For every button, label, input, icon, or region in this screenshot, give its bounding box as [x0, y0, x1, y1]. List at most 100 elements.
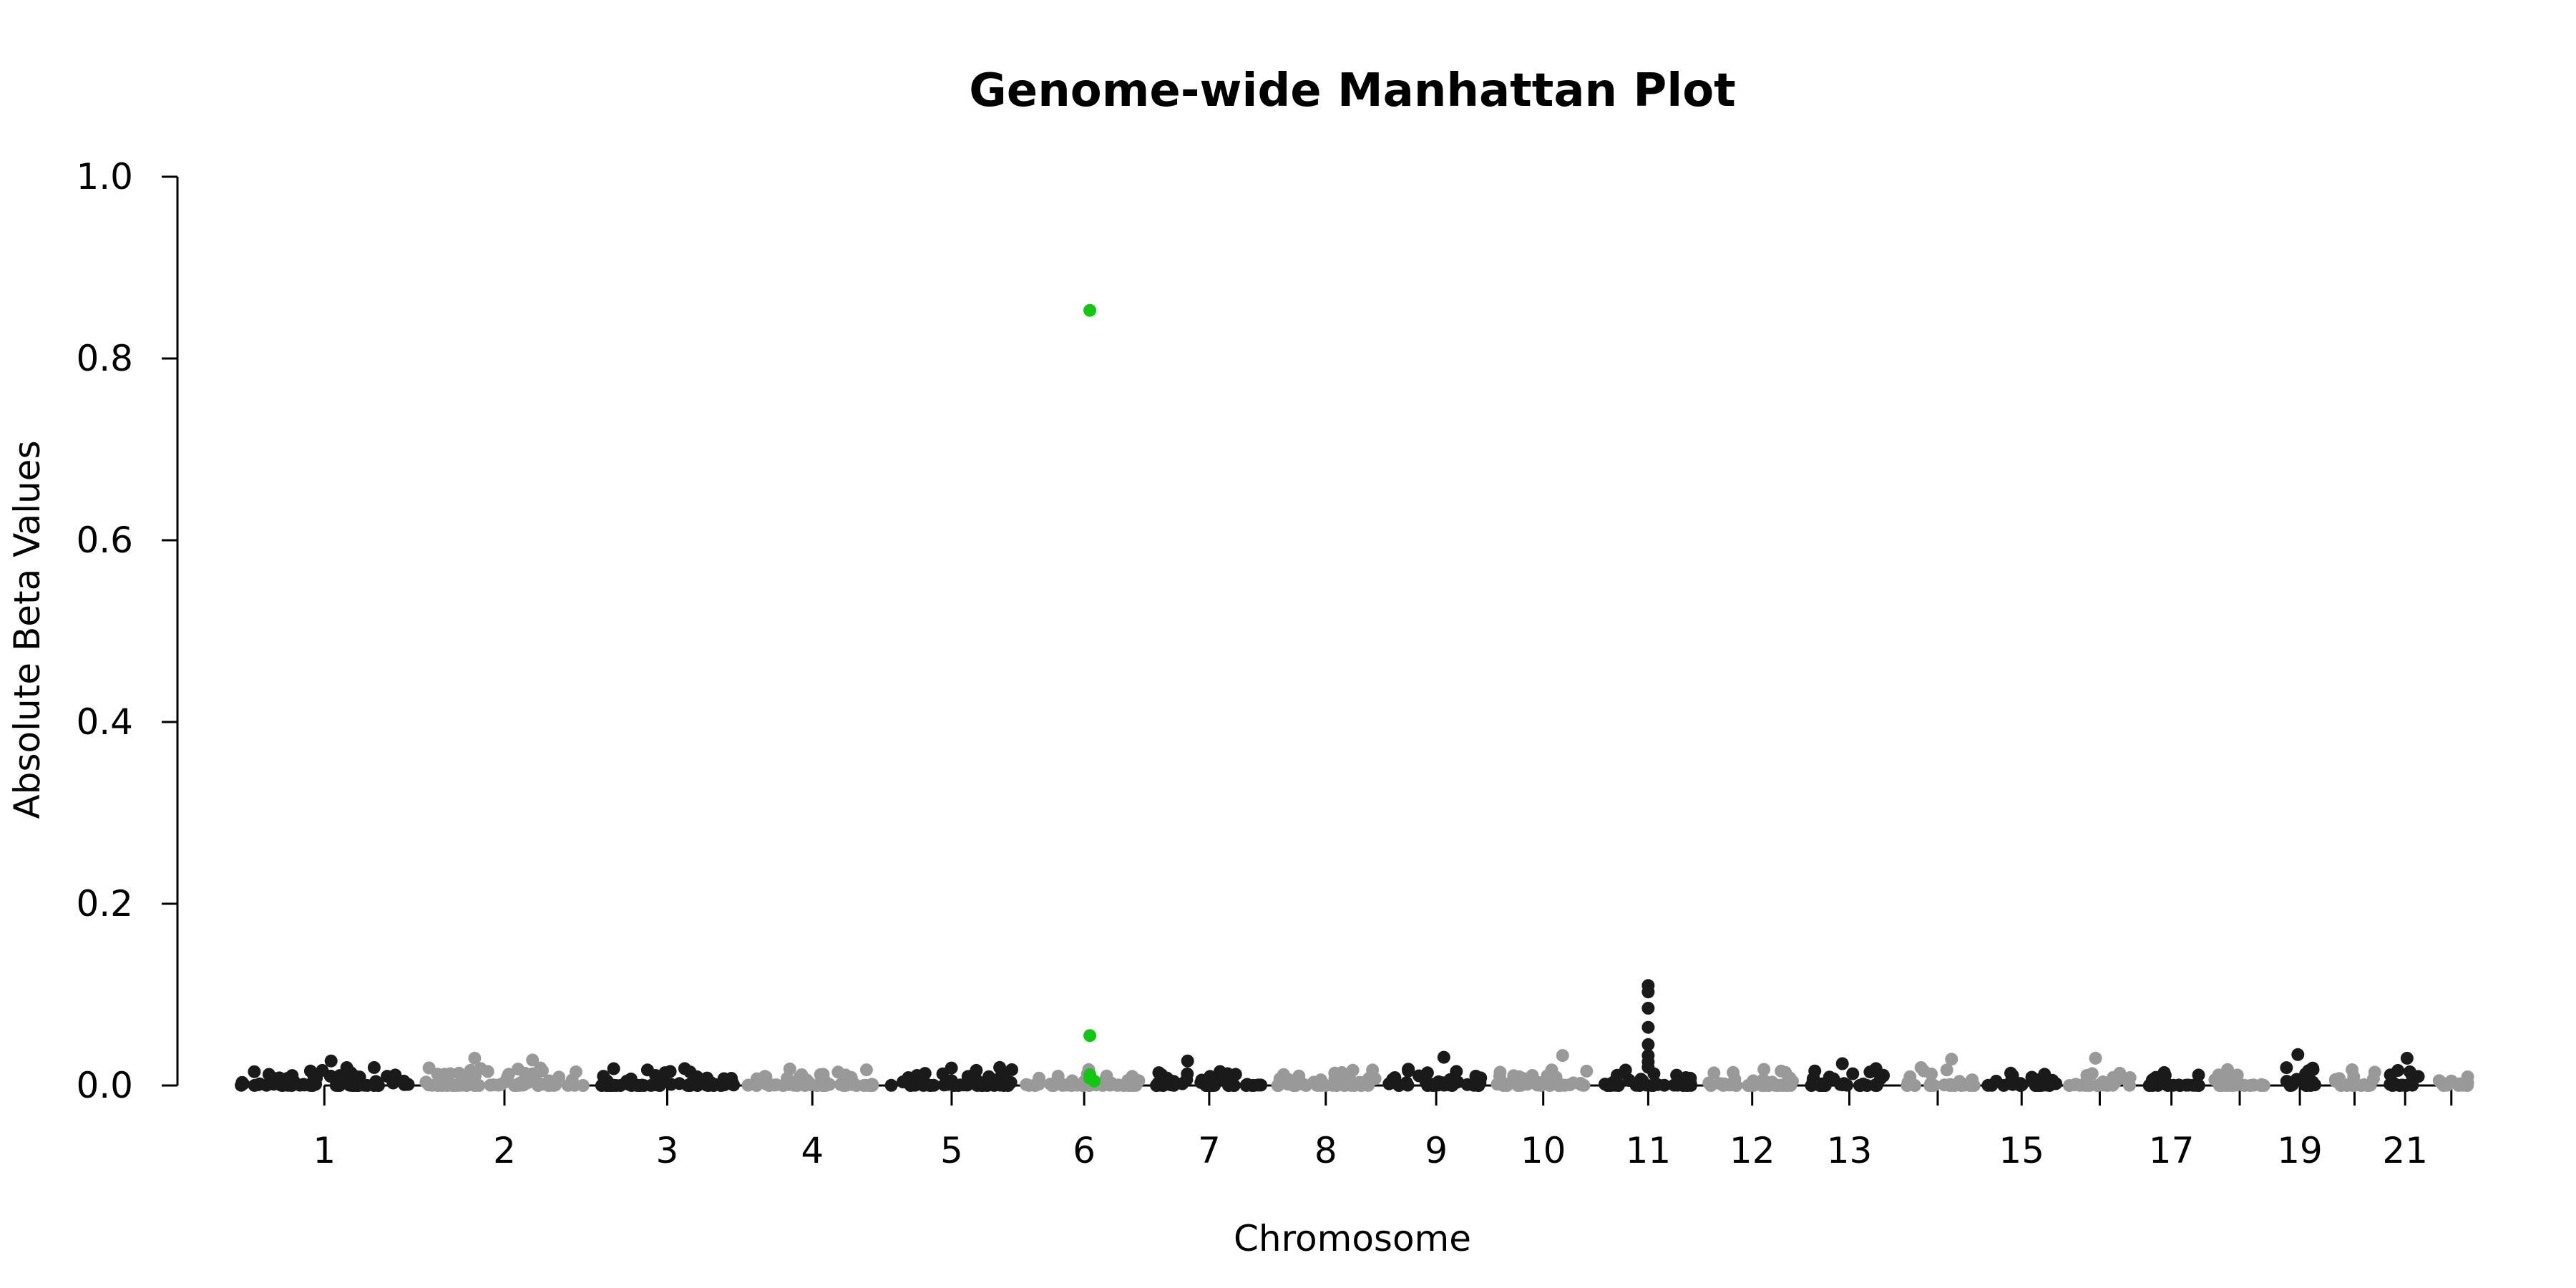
data-point: [1222, 1078, 1236, 1092]
data-point: [1401, 1078, 1415, 1092]
y-tick-label: 1.0: [76, 156, 133, 197]
data-point: [799, 1078, 812, 1091]
data-point: [1098, 1073, 1112, 1086]
data-point: [1553, 1079, 1567, 1092]
data-point: [1704, 1079, 1718, 1092]
peak-point: [1945, 1053, 1958, 1066]
data-point: [1493, 1065, 1507, 1079]
data-point: [2334, 1079, 2348, 1092]
data-point: [2108, 1076, 2122, 1090]
data-point: [1728, 1073, 1742, 1086]
data-point: [1657, 1078, 1671, 1092]
data-point: [1940, 1063, 1953, 1077]
data-point: [497, 1075, 511, 1089]
data-point: [302, 1078, 316, 1092]
data-point: [1967, 1079, 1981, 1092]
data-point: [717, 1072, 731, 1085]
x-tick-label: 3: [656, 1130, 679, 1171]
peak-point: [2089, 1051, 2102, 1065]
data-point: [936, 1067, 950, 1080]
data-point: [1512, 1078, 1526, 1092]
data-point: [2244, 1079, 2257, 1092]
peak-point: [1641, 1020, 1655, 1034]
data-point: [1671, 1078, 1684, 1092]
data-point: [1221, 1067, 1234, 1080]
data-point: [1438, 1077, 1452, 1091]
data-point: [1541, 1069, 1554, 1083]
data-point: [650, 1078, 663, 1092]
chart-title: Genome-wide Manhattan Plot: [969, 64, 1736, 117]
peak-point: [1641, 1038, 1655, 1051]
data-point: [1239, 1078, 1253, 1092]
highlight-point: [1083, 303, 1097, 317]
data-point: [836, 1079, 850, 1092]
data-point: [235, 1078, 248, 1092]
data-point: [914, 1072, 928, 1085]
data-point: [1180, 1073, 1194, 1087]
data-point: [1413, 1069, 1426, 1083]
data-point: [2432, 1074, 2446, 1088]
data-point: [701, 1079, 715, 1092]
data-point: [1402, 1064, 1415, 1078]
data-point: [469, 1069, 482, 1083]
data-point: [781, 1071, 794, 1085]
data-point: [484, 1078, 497, 1092]
data-point: [816, 1068, 830, 1081]
data-point: [2368, 1065, 2381, 1079]
data-point: [727, 1078, 741, 1092]
data-point: [1460, 1078, 1474, 1091]
data-point: [1863, 1065, 1877, 1079]
data-point: [369, 1075, 383, 1088]
data-point: [1808, 1064, 1822, 1078]
data-point: [1470, 1078, 1483, 1092]
data-point: [2460, 1077, 2473, 1091]
x-tick-label: 11: [1626, 1130, 1672, 1171]
data-point: [678, 1062, 691, 1075]
data-point: [624, 1072, 638, 1085]
data-point: [859, 1063, 873, 1077]
data-point: [1981, 1078, 1995, 1092]
data-point: [1023, 1078, 1036, 1092]
data-point: [1004, 1075, 1018, 1089]
data-point: [831, 1065, 845, 1079]
data-point: [1065, 1074, 1079, 1088]
peak-point: [2400, 1051, 2414, 1065]
data-point: [2014, 1078, 2027, 1092]
data-point: [1426, 1079, 1440, 1092]
data-point: [1903, 1076, 1916, 1090]
peak-point: [1835, 1057, 1849, 1070]
data-point: [1860, 1079, 1874, 1092]
data-point: [2221, 1063, 2234, 1076]
data-points: [235, 303, 2474, 1092]
data-point: [2300, 1079, 2313, 1092]
x-tick-label: 12: [1729, 1130, 1775, 1171]
data-point: [1770, 1079, 1784, 1092]
x-tick-label: 19: [2277, 1130, 2323, 1171]
data-point: [386, 1076, 400, 1090]
data-point: [1277, 1068, 1290, 1081]
data-point: [884, 1078, 898, 1092]
x-tick-label: 15: [1999, 1130, 2044, 1171]
data-point: [1818, 1079, 1832, 1092]
x-tick-label: 6: [1073, 1130, 1096, 1171]
data-point: [329, 1078, 343, 1092]
y-tick-label: 0.6: [76, 519, 133, 561]
data-point: [2123, 1071, 2137, 1084]
data-point: [1366, 1063, 1380, 1077]
x-tick-label: 17: [2149, 1130, 2195, 1171]
data-point: [1199, 1079, 1213, 1092]
data-point: [640, 1063, 654, 1077]
data-point: [1957, 1078, 1971, 1092]
data-point: [1534, 1078, 1548, 1092]
data-point: [344, 1065, 358, 1079]
data-point: [531, 1079, 545, 1092]
data-point: [565, 1073, 579, 1087]
data-point: [2403, 1065, 2416, 1078]
data-point: [795, 1068, 809, 1081]
data-point: [1634, 1073, 1648, 1086]
data-point: [2387, 1078, 2401, 1092]
data-point: [2230, 1068, 2244, 1082]
x-tick-label: 13: [1827, 1130, 1873, 1171]
data-point: [2212, 1079, 2226, 1092]
